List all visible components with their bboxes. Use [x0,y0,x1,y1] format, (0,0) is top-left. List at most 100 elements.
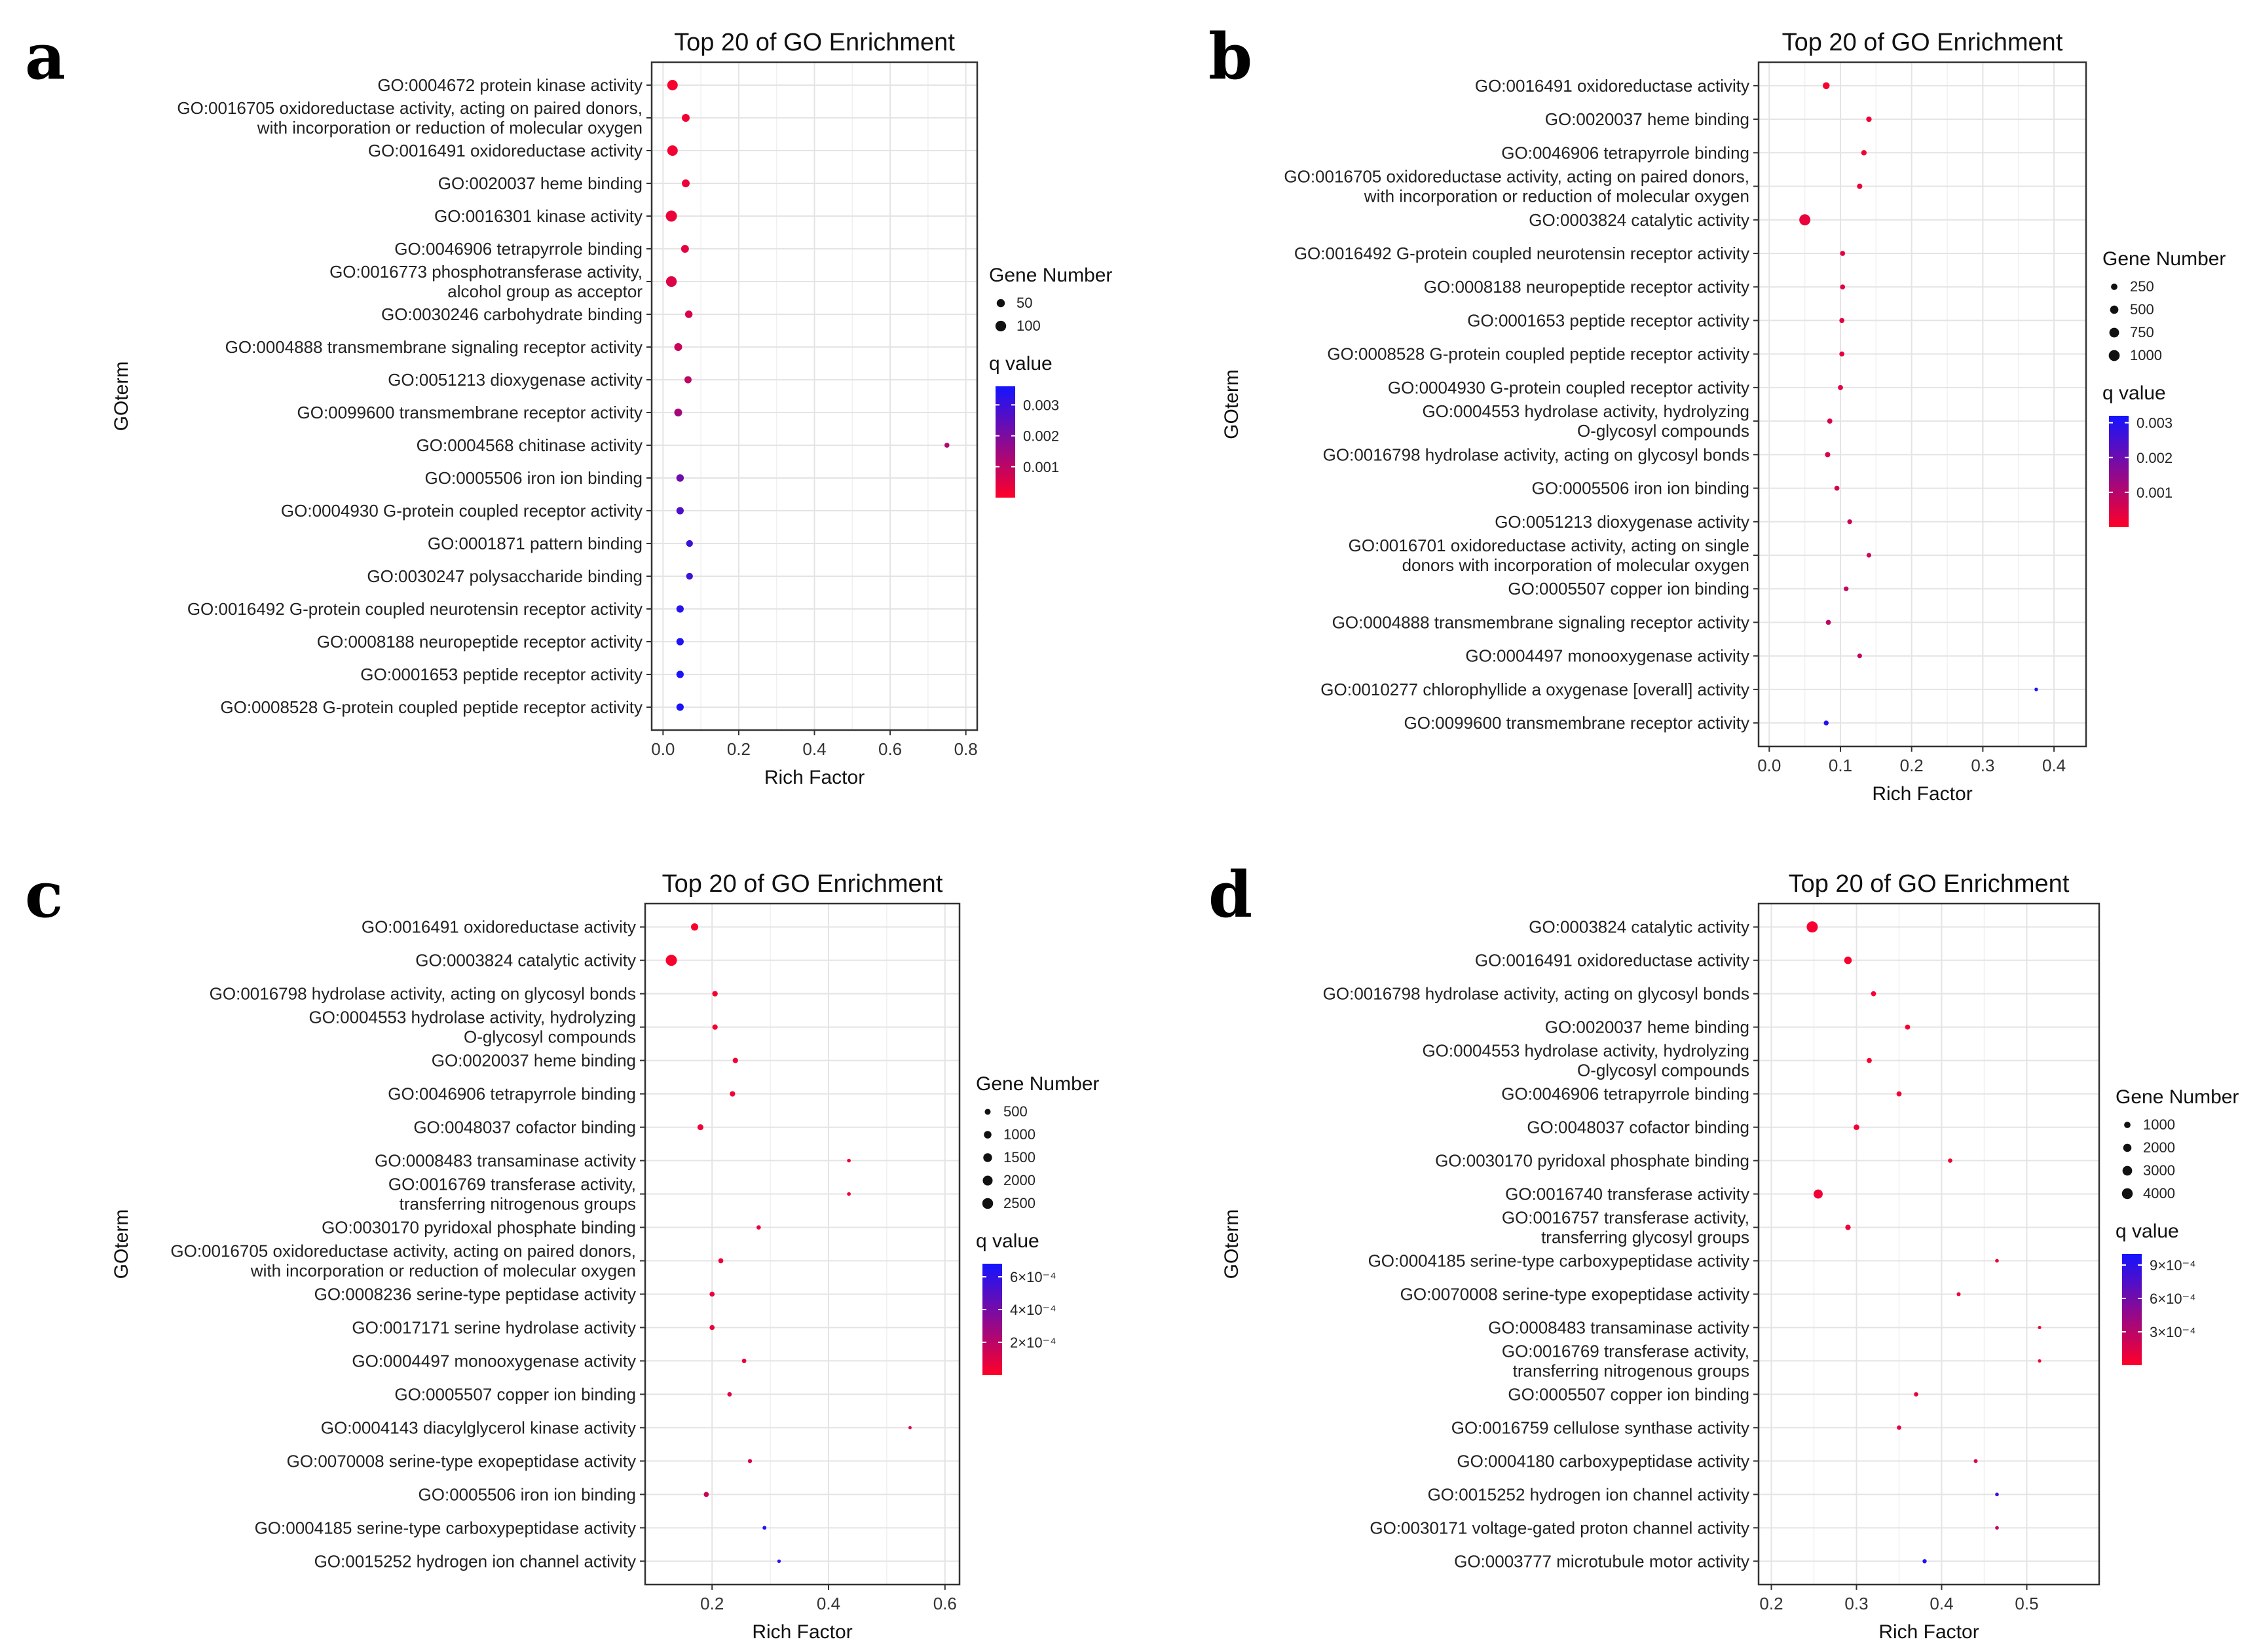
data-point[interactable] [1857,183,1863,189]
data-point[interactable] [684,376,692,384]
data-point[interactable] [1814,1189,1823,1199]
data-point[interactable] [1838,385,1843,390]
data-point[interactable] [1847,519,1852,524]
data-point[interactable] [727,1392,732,1397]
data-point[interactable] [1995,1492,1999,1497]
data-point[interactable] [1799,214,1811,226]
data-point[interactable] [1825,619,1831,625]
data-point[interactable] [1995,1258,1999,1263]
data-point[interactable] [1905,1024,1911,1030]
go-term-label: GO:0015252 hydrogen ion channel activity [314,1551,636,1571]
size-legend-dot [2124,1122,2131,1128]
data-point[interactable] [1914,1392,1918,1397]
data-point[interactable] [1854,1124,1859,1130]
data-point[interactable] [777,1559,781,1564]
go-term-label: GO:0004888 transmembrane signaling recep… [1332,612,1749,632]
color-legend-title: q value [2102,382,2166,404]
data-point[interactable] [1973,1459,1978,1463]
data-point[interactable] [681,245,689,253]
data-point[interactable] [674,409,682,416]
color-legend-label: 0.003 [2136,415,2173,431]
data-point[interactable] [1806,921,1818,933]
data-point[interactable] [691,923,699,931]
data-point[interactable] [1840,284,1846,290]
data-point[interactable] [756,1225,761,1230]
data-point[interactable] [1834,485,1840,491]
y-axis-title: GOterm [1221,369,1242,439]
data-point[interactable] [676,474,684,482]
data-point[interactable] [1857,653,1862,659]
data-point[interactable] [1839,318,1845,323]
data-point[interactable] [684,310,693,318]
data-point[interactable] [747,1459,753,1463]
data-point[interactable] [712,1024,718,1030]
data-point[interactable] [1845,1224,1851,1230]
go-term-label: GO:0004185 serine-type carboxypeptidase … [255,1518,636,1537]
data-point[interactable] [1922,1559,1927,1564]
data-point[interactable] [1995,1526,1999,1530]
data-point[interactable] [847,1158,851,1163]
go-term-label: GO:0004568 chitinase activity [417,435,643,455]
data-point[interactable] [676,605,684,613]
size-legend-label: 1000 [2143,1116,2175,1133]
data-point[interactable] [2038,1359,2042,1363]
data-point[interactable] [1866,553,1872,558]
go-term-label: GO:0016491 oxidoreductase activity [1475,76,1749,96]
color-legend-label: 9×10⁻⁴ [2150,1257,2196,1274]
go-term-label: GO:0046906 tetrapyrrole binding [1501,1084,1749,1104]
data-point[interactable] [1956,1292,1961,1296]
data-point[interactable] [1825,452,1831,458]
data-point[interactable] [1871,991,1876,997]
go-term-label: GO:0004497 monooxygenase activity [1465,646,1749,666]
data-point[interactable] [2034,688,2038,691]
data-point[interactable] [1866,116,1872,122]
data-point[interactable] [730,1091,736,1097]
data-point[interactable] [665,955,677,966]
data-point[interactable] [667,145,678,156]
data-point[interactable] [674,343,682,351]
data-point[interactable] [676,638,684,646]
data-point[interactable] [1844,586,1849,591]
data-point[interactable] [2038,1325,2042,1330]
data-point[interactable] [686,572,693,580]
data-point[interactable] [709,1291,715,1297]
data-point[interactable] [762,1526,767,1530]
data-point[interactable] [686,540,693,547]
data-point[interactable] [1897,1425,1901,1430]
go-term-label: GO:0016773 phosphotransferase activity, [329,262,643,282]
go-term-label: GO:0005507 copper ion binding [1508,579,1749,598]
go-term-label: GO:0016798 hydrolase activity, acting on… [1323,445,1749,464]
data-point[interactable] [665,276,677,287]
data-point[interactable] [1948,1158,1952,1163]
data-point[interactable] [682,179,690,187]
data-point[interactable] [847,1192,851,1196]
data-point[interactable] [703,1492,709,1497]
data-point[interactable] [1839,351,1845,357]
data-point[interactable] [676,670,684,678]
data-point[interactable] [1861,150,1867,156]
data-point[interactable] [1827,418,1833,424]
data-point[interactable] [1867,1057,1872,1063]
color-bar [2122,1254,2142,1365]
go-term-label: GO:0001653 peptide receptor activity [360,665,643,684]
data-point[interactable] [676,703,684,711]
data-point[interactable] [1823,720,1829,725]
data-point[interactable] [1823,82,1830,90]
data-point[interactable] [718,1258,724,1264]
data-point[interactable] [732,1057,738,1063]
x-tick-label: 0.2 [1759,1594,1783,1613]
data-point[interactable] [1896,1091,1902,1097]
data-point[interactable] [712,991,718,997]
data-point[interactable] [697,1124,703,1131]
data-point[interactable] [682,114,690,122]
data-point[interactable] [667,79,678,91]
data-point[interactable] [709,1325,715,1331]
size-legend-title: Gene Number [976,1073,1099,1095]
data-point[interactable] [908,1425,912,1429]
data-point[interactable] [676,507,684,515]
data-point[interactable] [1840,251,1846,256]
data-point[interactable] [1844,956,1852,964]
data-point[interactable] [665,210,677,222]
data-point[interactable] [944,443,950,448]
data-point[interactable] [741,1359,747,1363]
